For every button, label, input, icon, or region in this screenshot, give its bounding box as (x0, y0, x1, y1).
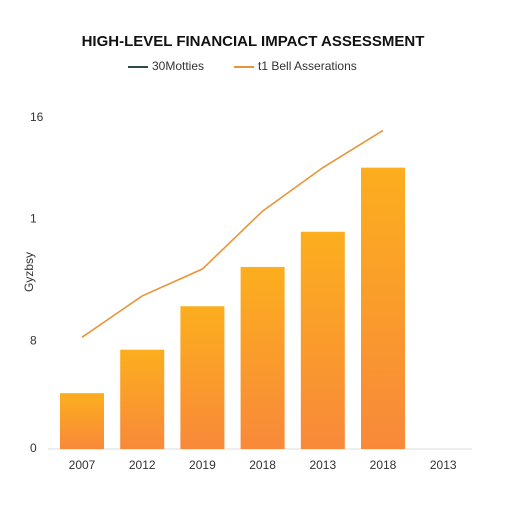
x-tick-label: 2007 (69, 458, 96, 472)
chart-title: HIGH-LEVEL FINANCIAL IMPACT ASSESSMENT (82, 33, 425, 50)
legend-label: 30Motties (152, 59, 204, 73)
bar (180, 306, 225, 449)
y-tick-label: 16 (30, 110, 44, 124)
bar (120, 349, 165, 449)
x-tick-label: 2018 (370, 458, 397, 472)
x-tick-label: 2013 (430, 458, 457, 472)
y-tick-label: 0 (30, 441, 37, 455)
y-tick-label: 8 (30, 334, 37, 348)
bar (240, 266, 285, 449)
bar (300, 231, 345, 449)
x-tick-label: 2018 (249, 458, 276, 472)
x-tick-label: 2013 (309, 458, 336, 472)
bar (60, 393, 104, 449)
x-tick-label: 2012 (129, 458, 156, 472)
y-axis-label: Gyzbsy (22, 252, 36, 292)
legend-label: t1 Bell Asserations (258, 59, 357, 73)
x-tick-label: 2019 (189, 458, 216, 472)
y-tick-label: 1 (30, 212, 37, 226)
bar (361, 167, 405, 449)
line (81, 129, 384, 338)
